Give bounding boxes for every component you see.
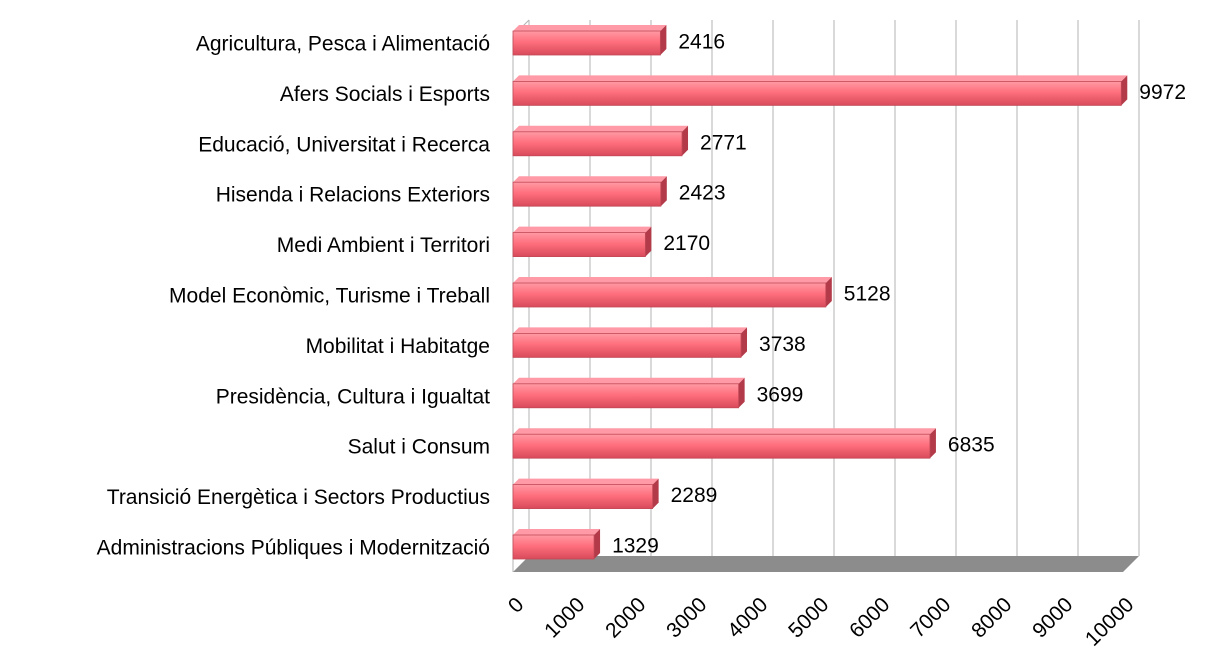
data-label: 5128 xyxy=(844,283,891,306)
bar-top xyxy=(513,428,936,435)
x-tick-label: 2000 xyxy=(601,593,650,642)
data-label: 2771 xyxy=(700,131,747,154)
bar-side xyxy=(1121,75,1128,106)
bar-top xyxy=(513,478,659,485)
bar xyxy=(512,232,646,258)
x-tick-label: 1000 xyxy=(540,593,589,642)
x-tick-label: 3000 xyxy=(662,593,711,642)
bar-top xyxy=(513,277,832,283)
data-label: 3738 xyxy=(759,333,806,356)
data-label: 1329 xyxy=(612,535,659,558)
data-label: 3699 xyxy=(757,383,804,406)
data-label: 9972 xyxy=(1139,81,1186,104)
data-label: 6835 xyxy=(948,434,995,457)
bar-side xyxy=(738,377,745,408)
bar xyxy=(512,131,683,157)
bar-top xyxy=(513,25,667,31)
data-label: 2170 xyxy=(663,232,710,255)
bar-side xyxy=(682,125,689,156)
bar-side xyxy=(594,529,601,559)
bar-top xyxy=(513,176,667,183)
x-tick-label: 7000 xyxy=(906,593,955,642)
bar xyxy=(512,433,931,459)
y-tick-label: Salut i Consum xyxy=(348,436,490,459)
x-tick-label: 4000 xyxy=(723,593,772,642)
data-label: 2289 xyxy=(671,484,718,507)
y-tick-label: Agricultura, Pesca i Alimentació xyxy=(196,33,490,56)
x-tick-label: 8000 xyxy=(967,593,1016,642)
bar-side xyxy=(929,428,936,459)
bar-side xyxy=(660,176,667,207)
y-tick-label: Transició Energètica i Sectors Productiu… xyxy=(107,486,490,509)
y-tick-label: Presidència, Cultura i Igualtat xyxy=(216,385,490,408)
x-tick-label: 9000 xyxy=(1028,593,1077,642)
floor xyxy=(513,556,1139,572)
bar-side xyxy=(741,327,748,358)
bar-top xyxy=(513,125,689,132)
x-tick-label: 5000 xyxy=(784,593,833,642)
bar-side xyxy=(660,25,667,55)
bar-top xyxy=(513,75,1128,82)
bar xyxy=(512,81,1122,106)
bar xyxy=(512,282,827,308)
bar-top xyxy=(513,327,748,334)
bar-top xyxy=(513,377,745,384)
y-tick-label: Hisenda i Relacions Exteriors xyxy=(216,184,490,207)
y-tick-label: Model Econòmic, Turisme i Treball xyxy=(169,285,490,308)
bar xyxy=(512,181,662,207)
bar-side xyxy=(825,277,832,307)
bar xyxy=(512,484,654,510)
y-tick-label: Administracions Públiques i Modernitzaci… xyxy=(97,537,490,560)
y-tick-label: Medi Ambient i Territori xyxy=(277,234,490,257)
data-label: 2423 xyxy=(679,182,726,205)
bar xyxy=(512,383,740,409)
bar-top xyxy=(513,226,652,233)
y-tick-label: Educació, Universitat i Recerca xyxy=(198,133,490,156)
bar xyxy=(512,534,595,560)
bar xyxy=(512,30,661,56)
bar-side xyxy=(652,478,659,509)
x-tick-label: 0 xyxy=(504,593,529,618)
data-label: 2416 xyxy=(678,31,725,54)
bar-top xyxy=(513,529,601,535)
y-tick-label: Afers Socials i Esports xyxy=(280,83,490,106)
bar-side xyxy=(645,226,652,257)
x-tick-label: 6000 xyxy=(845,593,894,642)
y-tick-label: Mobilitat i Habitatge xyxy=(306,335,490,358)
x-tick-label: 10000 xyxy=(1081,593,1139,651)
bar xyxy=(512,332,742,358)
